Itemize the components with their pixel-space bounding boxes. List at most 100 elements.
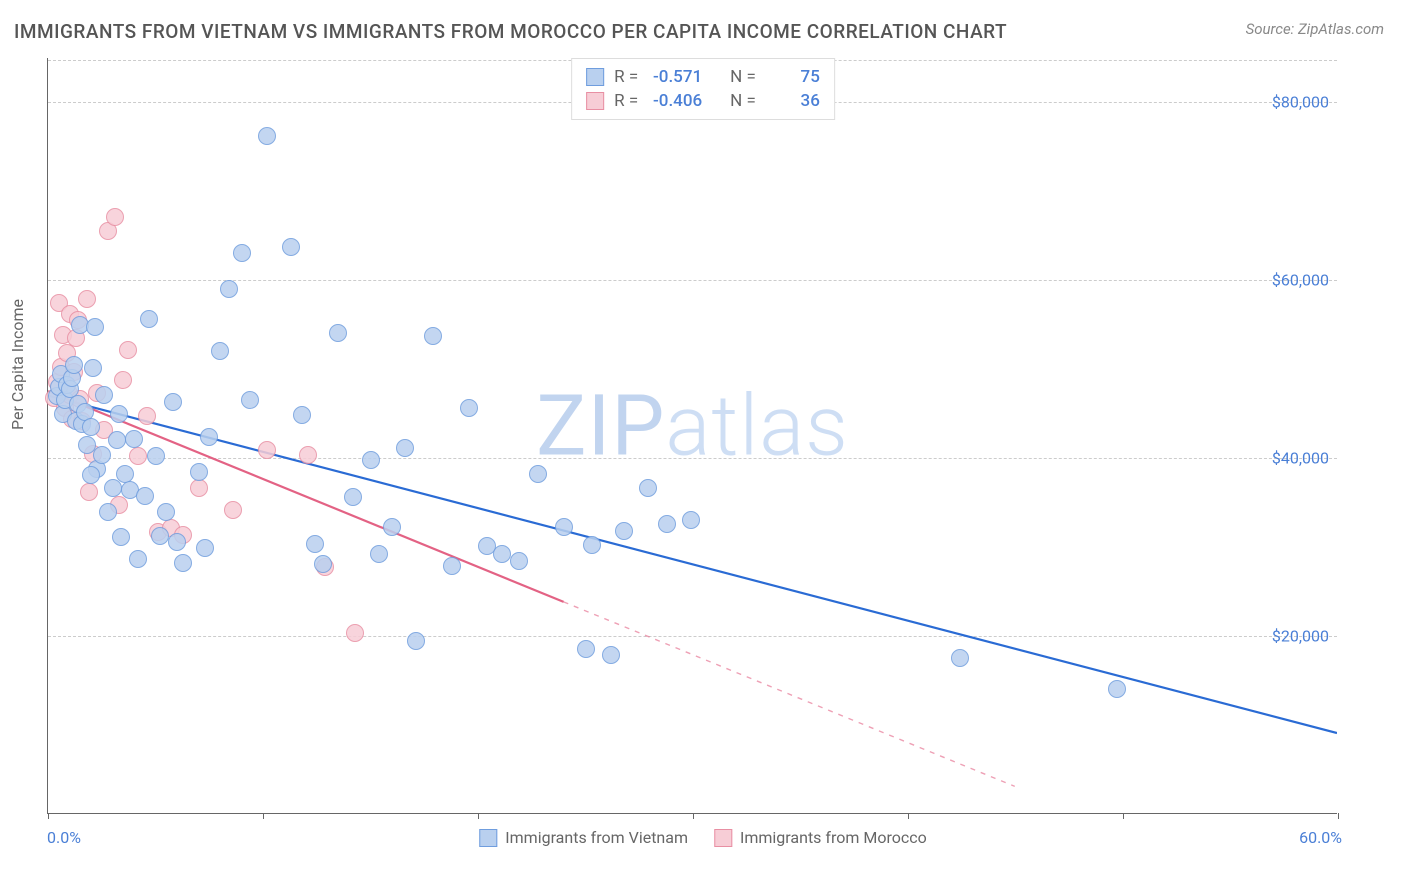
data-point-morocco xyxy=(129,447,147,465)
stat-row-morocco: R =-0.406N =36 xyxy=(586,89,820,113)
data-point-vietnam xyxy=(147,447,165,465)
data-point-vietnam xyxy=(125,430,143,448)
x-axis-min-label: 0.0% xyxy=(47,828,81,847)
data-point-vietnam xyxy=(129,550,147,568)
data-point-morocco xyxy=(78,290,96,308)
data-point-vietnam xyxy=(168,533,186,551)
data-point-vietnam xyxy=(258,127,276,145)
chart-title: IMMIGRANTS FROM VIETNAM VS IMMIGRANTS FR… xyxy=(14,20,1007,43)
swatch-vietnam xyxy=(586,68,604,86)
chart-container: IMMIGRANTS FROM VIETNAM VS IMMIGRANTS FR… xyxy=(0,0,1406,892)
x-tick-mark xyxy=(48,813,49,819)
x-tick-mark xyxy=(908,813,909,819)
data-point-vietnam xyxy=(200,428,218,446)
data-point-vietnam xyxy=(82,466,100,484)
data-point-morocco xyxy=(224,501,242,519)
data-point-morocco xyxy=(114,371,132,389)
data-point-vietnam xyxy=(82,418,100,436)
x-axis-max-label: 60.0% xyxy=(1299,828,1342,847)
n-stat: N =36 xyxy=(730,91,820,111)
source-name-text: ZipAtlas.com xyxy=(1298,20,1384,38)
data-point-vietnam xyxy=(95,386,113,404)
legend-item-vietnam: Immigrants from Vietnam xyxy=(479,828,688,847)
data-point-vietnam xyxy=(65,356,83,374)
swatch-morocco xyxy=(586,92,604,110)
watermark-part-b: atlas xyxy=(665,376,849,475)
correlation-legend: R =-0.571N =75R =-0.406N =36 xyxy=(571,58,835,120)
data-point-vietnam xyxy=(110,405,128,423)
data-point-vietnam xyxy=(151,527,169,545)
swatch-morocco xyxy=(714,829,732,847)
data-point-vietnam xyxy=(658,515,676,533)
data-point-vietnam xyxy=(196,539,214,557)
watermark-part-a: ZIP xyxy=(536,376,665,475)
y-tick-label: $80,000 xyxy=(1272,93,1329,112)
series-legend: Immigrants from Vietnam Immigrants from M… xyxy=(479,828,926,847)
data-point-vietnam xyxy=(99,503,117,521)
legend-label: Immigrants from Vietnam xyxy=(505,828,688,847)
data-point-vietnam xyxy=(529,465,547,483)
x-tick-mark xyxy=(1338,813,1339,819)
data-point-morocco xyxy=(80,483,98,501)
data-point-morocco xyxy=(299,446,317,464)
data-point-vietnam xyxy=(383,518,401,536)
data-point-vietnam xyxy=(190,463,208,481)
y-tick-label: $20,000 xyxy=(1272,627,1329,646)
swatch-vietnam xyxy=(479,829,497,847)
data-point-vietnam xyxy=(583,536,601,554)
data-point-vietnam xyxy=(344,488,362,506)
data-point-vietnam xyxy=(602,646,620,664)
legend-item-morocco: Immigrants from Morocco xyxy=(714,828,927,847)
data-point-vietnam xyxy=(306,535,324,553)
x-tick-mark xyxy=(693,813,694,819)
data-point-vietnam xyxy=(164,393,182,411)
data-point-morocco xyxy=(138,407,156,425)
data-point-morocco xyxy=(106,208,124,226)
data-point-vietnam xyxy=(329,324,347,342)
data-point-morocco xyxy=(346,624,364,642)
data-point-vietnam xyxy=(241,391,259,409)
data-point-vietnam xyxy=(443,557,461,575)
data-point-vietnam xyxy=(220,280,238,298)
gridline xyxy=(48,636,1337,637)
data-point-vietnam xyxy=(314,555,332,573)
y-tick-label: $60,000 xyxy=(1272,271,1329,290)
source-prefix-text: Source: xyxy=(1246,20,1298,38)
data-point-vietnam xyxy=(639,479,657,497)
gridline xyxy=(48,280,1337,281)
y-tick-label: $40,000 xyxy=(1272,449,1329,468)
legend-label: Immigrants from Morocco xyxy=(740,828,927,847)
data-point-vietnam xyxy=(493,545,511,563)
data-point-vietnam xyxy=(140,310,158,328)
x-tick-mark xyxy=(1123,813,1124,819)
data-point-vietnam xyxy=(407,632,425,650)
data-point-vietnam xyxy=(510,552,528,570)
gridline xyxy=(48,458,1337,459)
trendline-vietnam xyxy=(48,396,1337,734)
data-point-vietnam xyxy=(1108,680,1126,698)
data-point-vietnam xyxy=(136,487,154,505)
stat-row-vietnam: R =-0.571N =75 xyxy=(586,65,820,89)
source-attribution: Source: ZipAtlas.com xyxy=(1246,20,1384,38)
data-point-vietnam xyxy=(396,439,414,457)
trendlines-layer xyxy=(48,58,1337,813)
data-point-vietnam xyxy=(211,342,229,360)
data-point-vietnam xyxy=(951,649,969,667)
data-point-vietnam xyxy=(460,399,478,417)
data-point-vietnam xyxy=(84,359,102,377)
data-point-vietnam xyxy=(86,318,104,336)
trendline-dashed-morocco xyxy=(564,602,1015,786)
data-point-vietnam xyxy=(424,327,442,345)
data-point-morocco xyxy=(258,441,276,459)
data-point-vietnam xyxy=(577,640,595,658)
data-point-vietnam xyxy=(615,522,633,540)
x-tick-mark xyxy=(263,813,264,819)
data-point-vietnam xyxy=(555,518,573,536)
n-stat: N =75 xyxy=(730,67,820,87)
data-point-vietnam xyxy=(112,528,130,546)
data-point-vietnam xyxy=(108,431,126,449)
y-axis-label: Per Capita Income xyxy=(8,299,27,430)
data-point-vietnam xyxy=(293,406,311,424)
data-point-vietnam xyxy=(282,238,300,256)
watermark-text: ZIPatlas xyxy=(536,376,849,475)
